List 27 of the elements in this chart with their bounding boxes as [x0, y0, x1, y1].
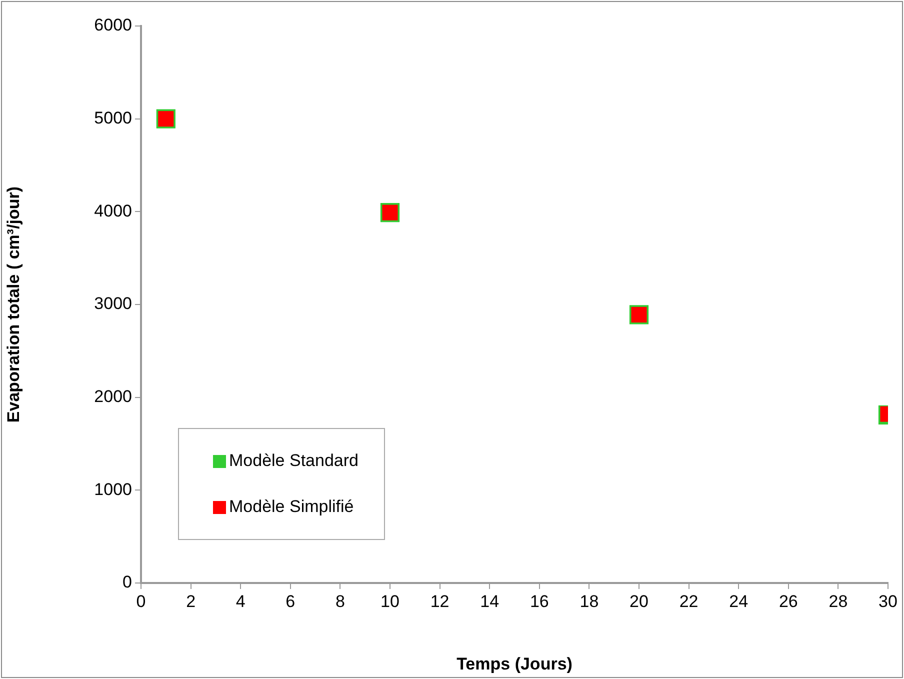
x-tick-label: 8 [335, 592, 345, 611]
y-tick-label: 5000 [94, 108, 132, 128]
x-tick-label: 26 [778, 592, 798, 611]
y-tick-label: 6000 [94, 16, 132, 35]
y-tick-label: 3000 [94, 294, 132, 314]
x-axis-title: Temps (Jours) [456, 654, 572, 674]
x-tick-label: 24 [729, 592, 748, 611]
x-tick-label: 22 [679, 592, 698, 611]
x-tick-label: 10 [380, 592, 400, 611]
x-tick-label: 14 [480, 592, 500, 611]
x-tick-label: 28 [828, 592, 848, 611]
x-tick-label: 2 [186, 592, 196, 611]
x-tick-label: 4 [236, 592, 246, 611]
x-tick-label: 30 [878, 592, 898, 611]
y-tick-label: 2000 [94, 387, 132, 406]
x-tick-label: 16 [530, 592, 549, 611]
legend-label: Modèle Simplifié [229, 497, 354, 517]
x-tick-label: 0 [136, 592, 146, 611]
y-tick-label: 0 [122, 572, 132, 592]
x-tick-label: 18 [580, 592, 599, 611]
x-tick-label: 6 [286, 592, 296, 611]
legend-label: Modèle Standard [229, 451, 358, 471]
y-tick-label: 1000 [94, 480, 132, 499]
x-tick-label: 12 [430, 592, 450, 611]
x-tick-label: 20 [630, 592, 648, 611]
y-axis-title: Evaporation totale ( cm³/jour) [4, 186, 23, 423]
y-tick-label: 4000 [94, 201, 132, 220]
